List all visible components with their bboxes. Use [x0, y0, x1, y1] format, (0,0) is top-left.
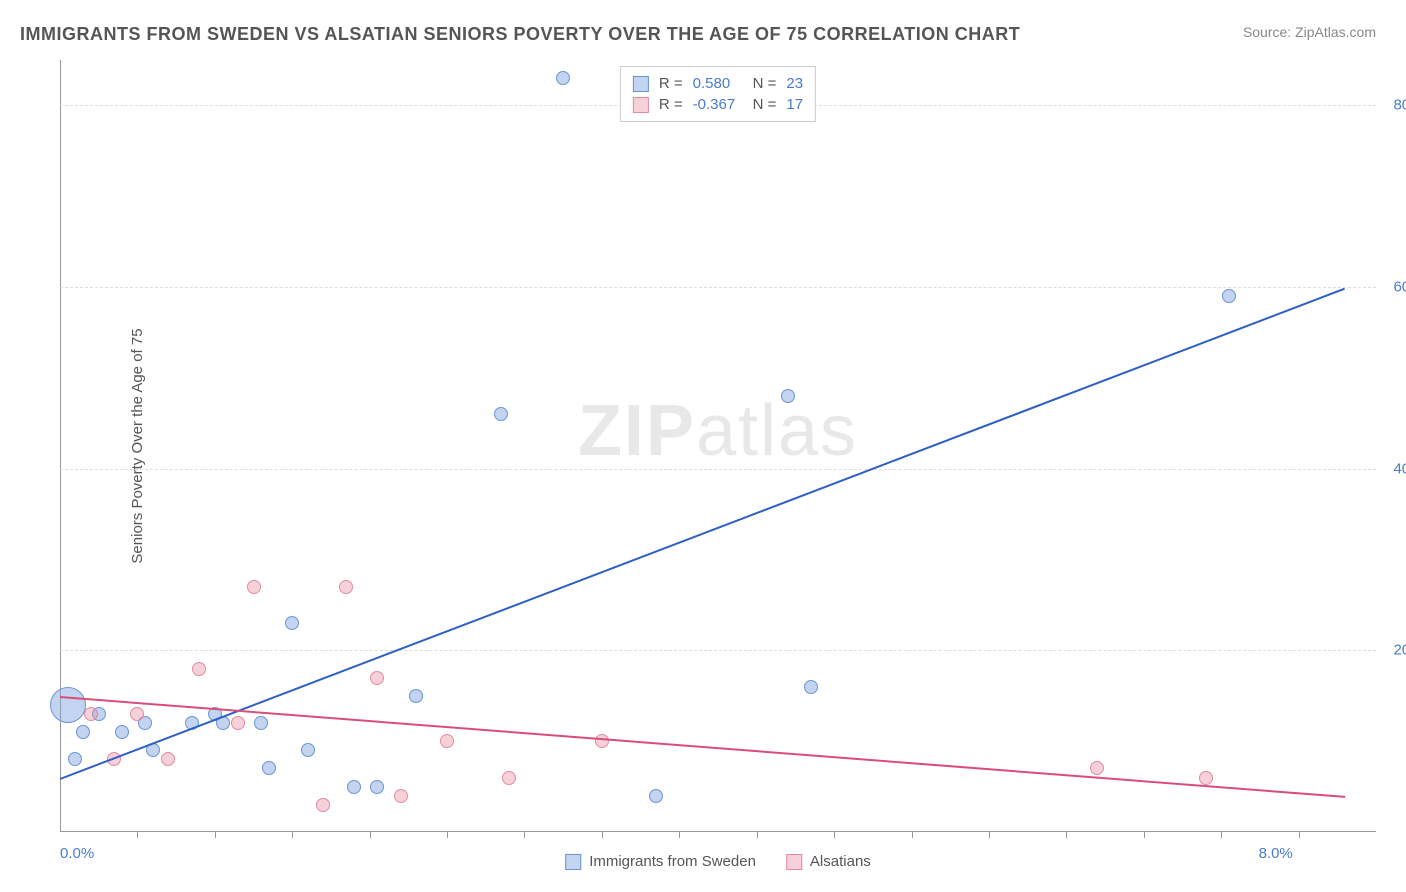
scatter-point	[1222, 289, 1236, 303]
x-tick	[215, 832, 216, 838]
r-value-series-2: -0.367	[693, 96, 743, 113]
chart-container: IMMIGRANTS FROM SWEDEN VS ALSATIAN SENIO…	[0, 0, 1406, 892]
legend-label-series-2: Alsatians	[810, 853, 871, 870]
scatter-point	[50, 687, 86, 723]
scatter-point	[161, 752, 175, 766]
x-axis-line	[60, 831, 1376, 832]
x-tick	[1299, 832, 1300, 838]
legend-item-series-1: Immigrants from Sweden	[565, 853, 756, 870]
legend-item-series-2: Alsatians	[786, 853, 871, 870]
scatter-point	[247, 580, 261, 594]
x-tick-label: 0.0%	[60, 845, 94, 862]
scatter-point	[370, 780, 384, 794]
chart-title: IMMIGRANTS FROM SWEDEN VS ALSATIAN SENIO…	[20, 24, 1020, 45]
scatter-point	[231, 716, 245, 730]
scatter-point	[595, 734, 609, 748]
scatter-point	[1090, 761, 1104, 775]
r-value-series-1: 0.580	[693, 75, 743, 92]
scatter-point	[370, 671, 384, 685]
x-tick	[602, 832, 603, 838]
x-tick	[679, 832, 680, 838]
scatter-point	[254, 716, 268, 730]
scatter-point	[804, 680, 818, 694]
x-tick	[447, 832, 448, 838]
y-tick-label: 60.0%	[1381, 279, 1406, 296]
scatter-point	[494, 407, 508, 421]
scatter-point	[84, 707, 98, 721]
scatter-point	[394, 789, 408, 803]
x-tick	[912, 832, 913, 838]
plot-area: ZIPatlas 20.0%40.0%60.0%80.0% 0.0%8.0% R…	[60, 60, 1376, 832]
n-value-series-1: 23	[786, 75, 803, 92]
watermark-bold: ZIP	[578, 391, 696, 471]
legend-swatch-series-2	[633, 97, 649, 113]
legend-swatch-series-1	[633, 76, 649, 92]
y-tick-label: 80.0%	[1381, 97, 1406, 114]
scatter-point	[781, 389, 795, 403]
x-tick	[292, 832, 293, 838]
legend-swatch-icon	[786, 854, 802, 870]
scatter-point	[76, 725, 90, 739]
x-tick	[989, 832, 990, 838]
series-legend: Immigrants from Sweden Alsatians	[565, 853, 871, 870]
x-tick	[1066, 832, 1067, 838]
correlation-legend: R = 0.580 N = 23 R = -0.367 N = 17	[620, 66, 816, 122]
scatter-point	[409, 689, 423, 703]
x-tick	[757, 832, 758, 838]
x-tick	[1221, 832, 1222, 838]
n-prefix: N =	[753, 96, 777, 113]
trend-line	[60, 696, 1345, 798]
x-tick	[524, 832, 525, 838]
legend-row-series-2: R = -0.367 N = 17	[633, 94, 803, 115]
gridline	[60, 650, 1376, 651]
scatter-point	[556, 71, 570, 85]
trend-line	[60, 287, 1346, 779]
gridline	[60, 287, 1376, 288]
gridline	[60, 469, 1376, 470]
scatter-point	[347, 780, 361, 794]
scatter-point	[192, 662, 206, 676]
scatter-point	[262, 761, 276, 775]
x-tick	[834, 832, 835, 838]
r-prefix: R =	[659, 96, 683, 113]
n-value-series-2: 17	[786, 96, 803, 113]
legend-swatch-icon	[565, 854, 581, 870]
scatter-point	[115, 725, 129, 739]
source-attribution: Source: ZipAtlas.com	[1243, 24, 1376, 40]
r-prefix: R =	[659, 75, 683, 92]
x-tick-label: 8.0%	[1259, 845, 1293, 862]
x-tick	[137, 832, 138, 838]
scatter-point	[316, 798, 330, 812]
scatter-point	[301, 743, 315, 757]
scatter-point	[68, 752, 82, 766]
watermark: ZIPatlas	[578, 390, 858, 472]
scatter-point	[339, 580, 353, 594]
scatter-point	[1199, 771, 1213, 785]
scatter-point	[285, 616, 299, 630]
scatter-point	[502, 771, 516, 785]
scatter-point	[130, 707, 144, 721]
legend-label-series-1: Immigrants from Sweden	[589, 853, 756, 870]
y-tick-label: 40.0%	[1381, 460, 1406, 477]
legend-row-series-1: R = 0.580 N = 23	[633, 73, 803, 94]
x-tick	[370, 832, 371, 838]
watermark-light: atlas	[696, 391, 858, 471]
y-tick-label: 20.0%	[1381, 642, 1406, 659]
scatter-point	[440, 734, 454, 748]
x-tick	[1144, 832, 1145, 838]
n-prefix: N =	[753, 75, 777, 92]
scatter-point	[649, 789, 663, 803]
